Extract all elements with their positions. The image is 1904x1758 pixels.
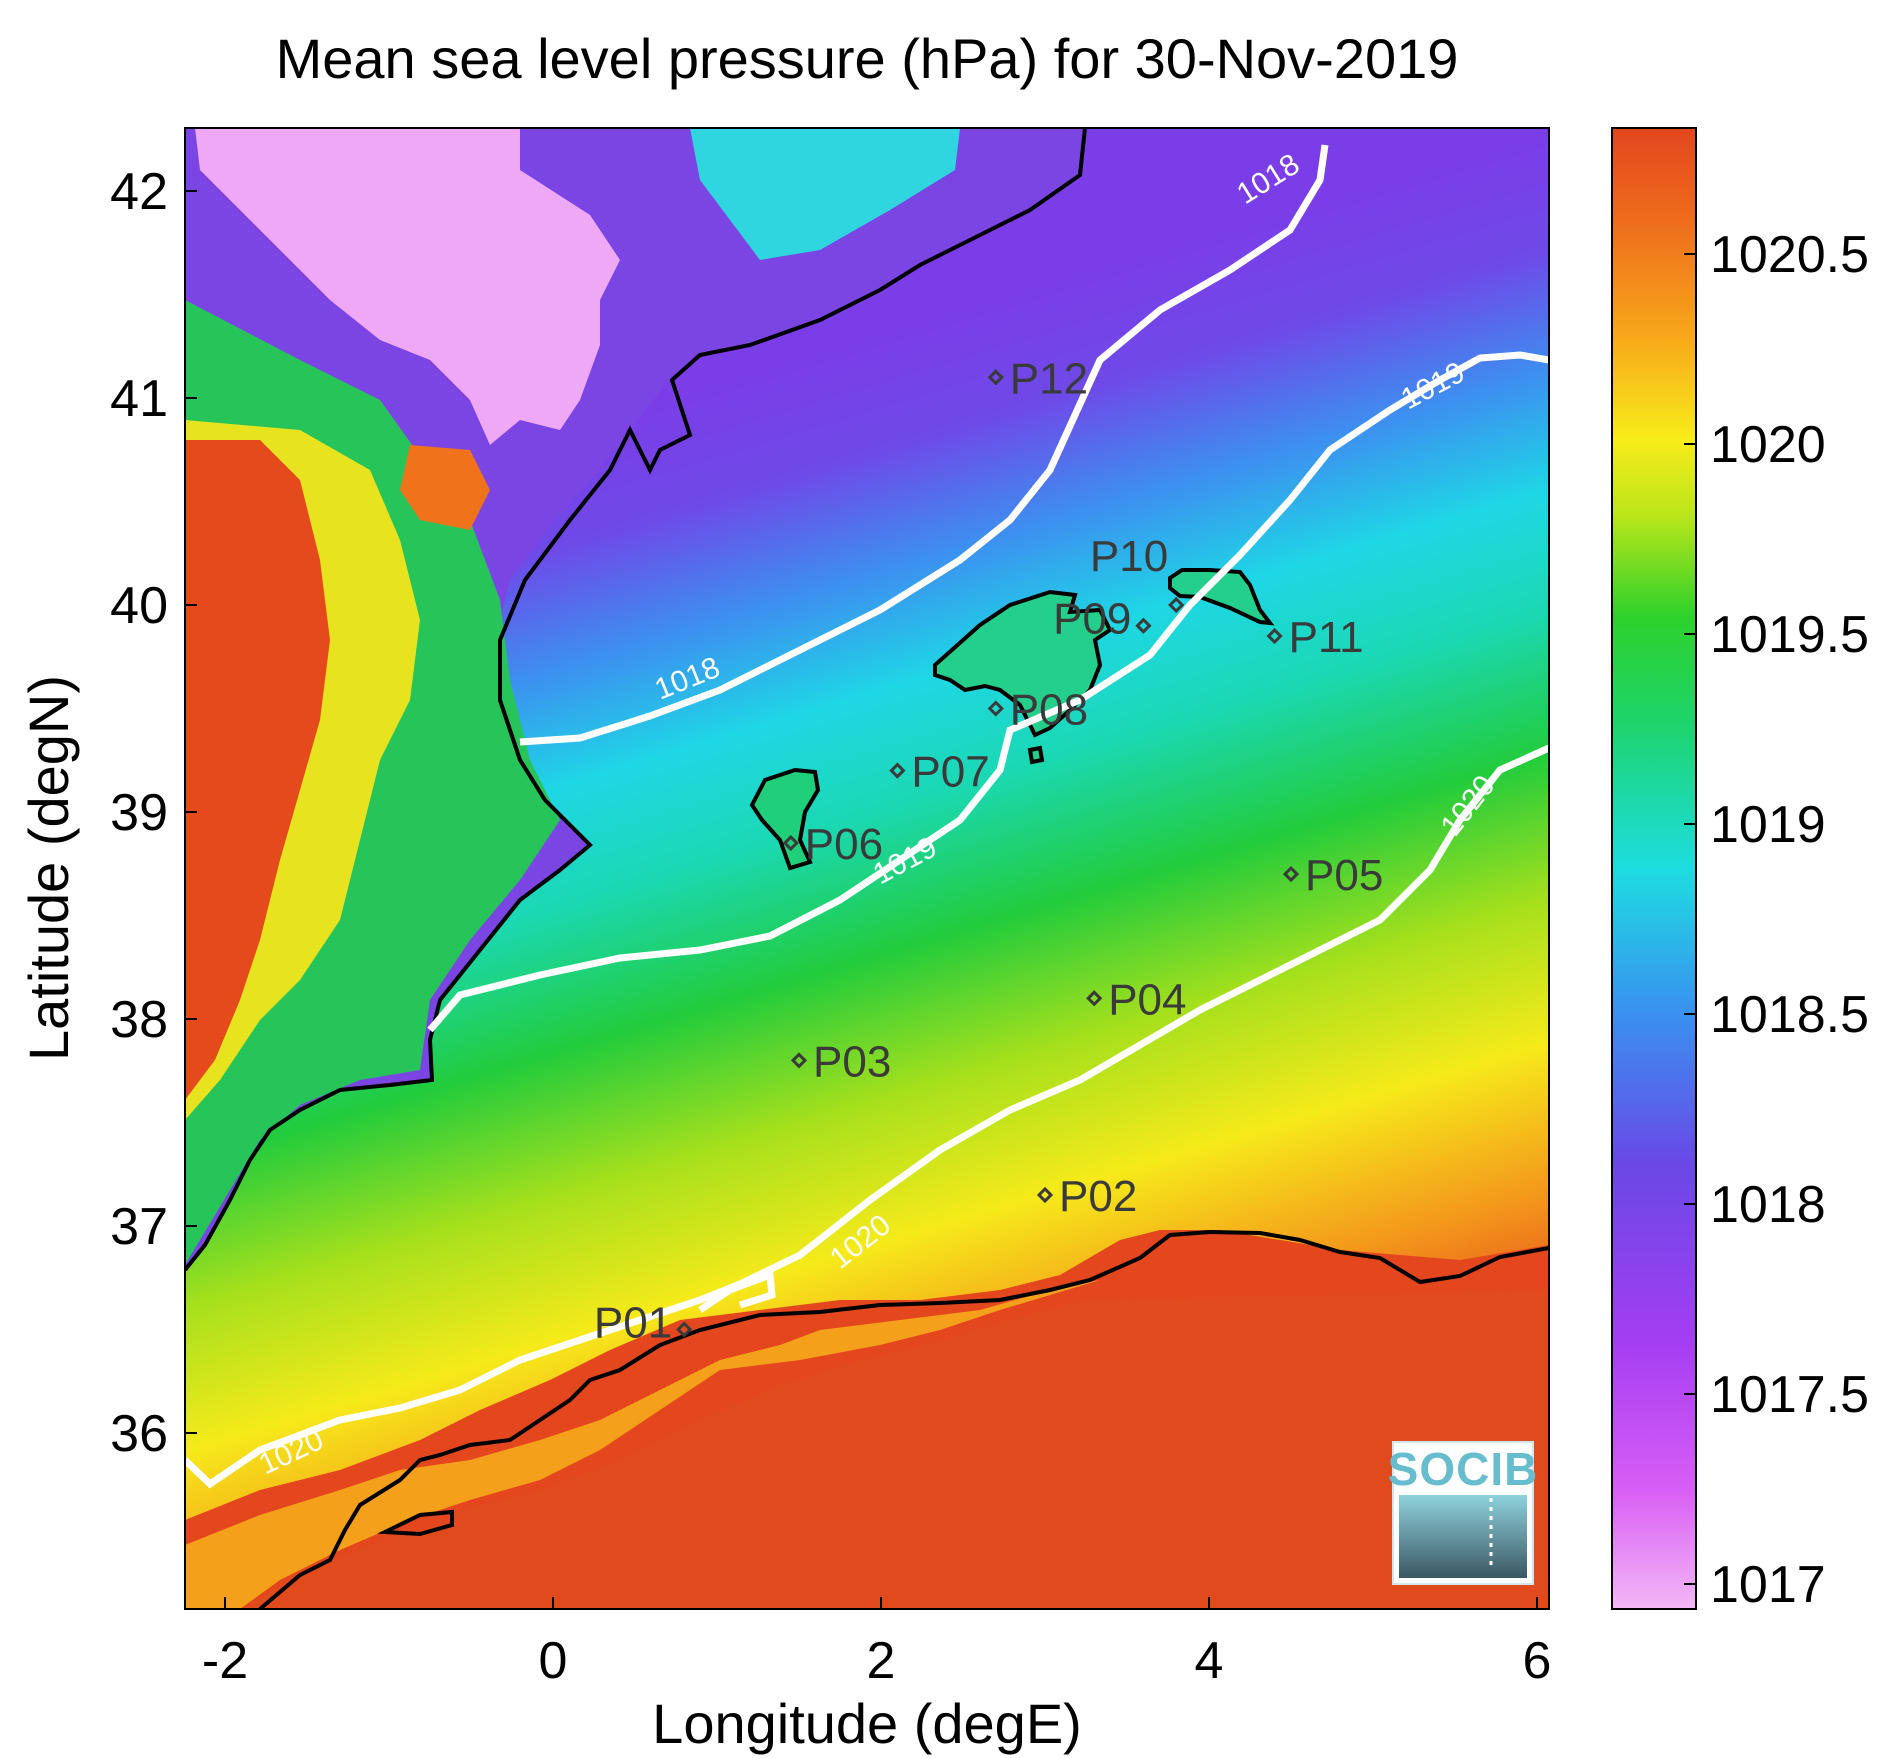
y-axis: 36 37 38 39 40 41 42 Latitude (degN) [17,163,197,1463]
menorca-island [1168,568,1275,626]
station-marker-p08: P08 [987,686,1088,735]
colorbar: 1017 1017.5 1018 1018.5 1019 1019.5 1020… [1611,127,1869,1614]
station-label: P06 [805,820,883,869]
station-marker-p09: P09 [1053,595,1152,644]
station-label: P05 [1305,851,1383,900]
chart-title: Mean sea level pressure (hPa) for 30-Nov… [276,27,1459,90]
station-marker-p02: P02 [1036,1172,1137,1221]
diamond-icon [782,834,799,852]
diamond-icon [1266,627,1283,645]
iberia-coastline [185,128,1087,1272]
y-tick-label: 41 [110,370,168,428]
diamond-icon [987,700,1004,717]
y-tick-label: 38 [110,991,168,1049]
x-tick-label: 6 [1523,1632,1552,1690]
logo-wave-icon [1399,1495,1527,1578]
colorbar-tick-label: 1017.5 [1710,1366,1869,1424]
y-tick-label: 37 [110,1198,168,1256]
logo-text: SOCIB [1388,1443,1539,1495]
africa-lake [377,1509,454,1537]
station-label: P01 [594,1299,672,1348]
socib-logo: SOCIB [1388,1441,1539,1585]
x-axis-label: Longitude (degE) [652,1692,1082,1755]
station-label: P12 [1010,354,1088,403]
colorbar-tick-label: 1017 [1710,1556,1826,1614]
station-label: P02 [1059,1172,1137,1221]
x-tick-label: 2 [867,1632,896,1690]
africa-inner-red [240,1290,1549,1609]
y-axis-label: Latitude (degN) [17,675,80,1061]
station-marker-p07: P07 [889,748,990,797]
y-tick-label: 39 [110,784,168,842]
orange-terrain-patch [400,445,490,530]
diamond-icon [1135,617,1152,634]
station-marker-p06: P06 [782,820,883,869]
station-marker-p04: P04 [1086,975,1186,1024]
contour-1018 [519,144,1329,746]
diamond-icon [1282,865,1300,883]
colorbar-tick-label: 1019 [1710,796,1826,854]
colorbar-tick-label: 1018.5 [1710,986,1869,1044]
station-marker-p11: P11 [1266,613,1364,662]
stations-layer: P01 P02 P03 P04 P05 P06 P07 P08 P09 P10 P11 P12 [594,354,1383,1347]
station-marker-p05: P05 [1282,851,1383,900]
station-label: P03 [813,1037,891,1086]
red-terrain [185,440,330,1100]
diamond-icon [889,762,906,779]
station-marker-p01: P01 [594,1299,693,1348]
contour-1020-islet [698,1270,776,1313]
y-tick-label: 42 [110,163,168,221]
x-tick-label: 0 [539,1632,568,1690]
plot-frame [184,127,1550,1610]
station-label: P08 [1010,686,1088,735]
colorbar-tick-label: 1020.5 [1710,226,1869,284]
x-tick-label: -2 [202,1632,248,1690]
colorbar-gradient [1611,127,1697,1610]
station-label: P11 [1289,613,1364,662]
station-label: P10 [1090,532,1168,581]
colorbar-tick-label: 1018 [1710,1176,1826,1234]
diamond-icon [676,1321,693,1338]
diamond-icon [1086,990,1103,1007]
diamond-icon [1036,1186,1054,1204]
colorbar-tick-label: 1019.5 [1710,606,1869,664]
diamond-icon [790,1052,808,1069]
contour-1020 [185,744,1549,1489]
y-tick-label: 40 [110,577,168,635]
cyan-terrain [690,128,960,260]
x-tick-label: 4 [1195,1632,1224,1690]
africa-coastline [258,1229,1549,1609]
diamond-icon [1168,596,1185,614]
pink-high-terrain [195,128,620,445]
station-marker-p12: P12 [987,354,1088,403]
y-tick-label: 36 [110,1405,168,1463]
ibiza-island [749,767,821,871]
station-marker-p03: P03 [790,1037,891,1086]
africa-coastal-orange [185,1280,1100,1609]
contour-1019 [427,351,1549,1033]
station-label: P04 [1108,975,1186,1024]
diamond-icon [987,369,1004,386]
map-plot-area: 1018 1018 1019 1019 1020 1020 1020 P01P0… [185,128,1549,1609]
station-label: P07 [911,748,989,797]
cabrera-island [1027,745,1045,765]
colorbar-tick-label: 1020 [1710,416,1826,474]
x-axis: -2 0 2 4 6 Longitude (degE) [202,1597,1552,1755]
station-label: P09 [1053,595,1131,644]
station-marker-p10: P10 [1090,532,1185,614]
